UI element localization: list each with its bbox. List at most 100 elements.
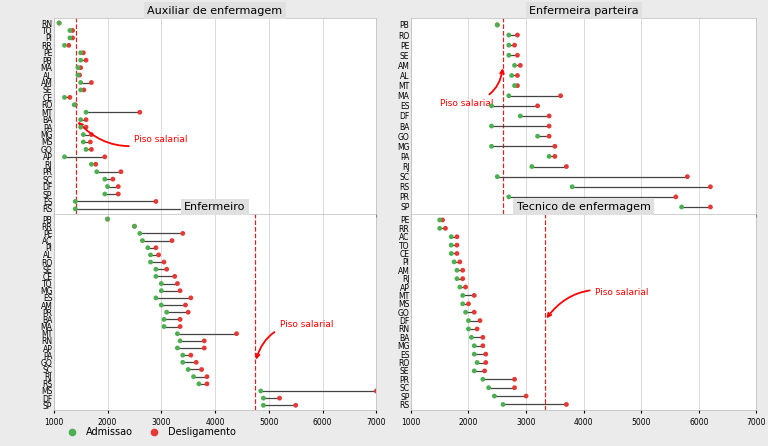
Point — [101, 215, 114, 223]
Point — [128, 223, 141, 230]
Point — [502, 32, 515, 39]
Point — [144, 252, 157, 259]
Point — [445, 250, 457, 257]
Point — [257, 395, 270, 402]
Point — [370, 388, 382, 395]
Point — [195, 366, 207, 373]
Point — [468, 342, 481, 349]
Point — [514, 62, 526, 69]
Point — [474, 317, 486, 324]
Point — [525, 163, 538, 170]
Text: Piso salarial: Piso salarial — [79, 123, 188, 146]
Point — [85, 161, 98, 168]
Point — [454, 284, 466, 291]
Text: Piso salarial: Piso salarial — [439, 70, 504, 108]
Point — [433, 225, 445, 232]
Point — [471, 359, 483, 366]
Point — [531, 102, 544, 109]
Point — [177, 351, 189, 359]
Point — [150, 273, 162, 280]
Point — [90, 161, 102, 168]
Point — [157, 316, 170, 323]
Title: Enfermeira parteira: Enfermeira parteira — [529, 6, 638, 16]
Point — [171, 330, 184, 337]
Point — [543, 132, 555, 140]
Point — [675, 203, 687, 211]
Point — [69, 101, 81, 108]
Point — [80, 116, 92, 123]
Point — [64, 94, 76, 101]
Point — [74, 124, 87, 131]
Point — [468, 368, 481, 375]
Point — [445, 242, 457, 249]
Point — [492, 21, 504, 29]
Point — [485, 143, 498, 150]
Point — [69, 205, 81, 212]
Point — [456, 275, 468, 282]
Point — [543, 153, 555, 160]
Point — [64, 34, 76, 41]
Point — [150, 198, 162, 205]
Point — [184, 294, 197, 301]
Point — [134, 109, 146, 116]
Point — [497, 401, 509, 408]
Point — [187, 373, 200, 380]
Point — [508, 82, 521, 89]
Point — [560, 401, 572, 408]
Point — [471, 326, 483, 333]
Point — [74, 71, 86, 78]
Point — [74, 49, 87, 56]
Point — [459, 309, 472, 316]
Point — [58, 153, 71, 161]
Point — [543, 112, 555, 120]
Point — [508, 41, 521, 49]
Point — [445, 233, 457, 240]
Point — [177, 359, 189, 366]
Point — [492, 173, 504, 180]
Point — [520, 392, 532, 400]
Point — [479, 351, 492, 358]
Point — [72, 71, 84, 78]
Title: Enfermeiro: Enfermeiro — [184, 202, 246, 212]
Point — [74, 57, 87, 64]
Point — [98, 190, 111, 198]
Point — [511, 72, 524, 79]
Point — [166, 237, 178, 244]
Point — [502, 92, 515, 99]
Point — [230, 330, 243, 337]
Point — [477, 334, 489, 341]
Point — [74, 87, 87, 94]
Point — [456, 267, 468, 274]
Point — [66, 34, 78, 41]
Point — [80, 146, 92, 153]
Point — [433, 216, 445, 223]
Point — [58, 42, 71, 49]
Point — [459, 284, 472, 291]
Point — [485, 123, 498, 130]
Point — [98, 153, 111, 161]
Point — [462, 300, 475, 307]
Point — [77, 138, 89, 145]
Point — [85, 79, 98, 86]
Point — [200, 373, 213, 380]
Point — [478, 368, 491, 375]
Point — [511, 52, 524, 59]
Point — [171, 280, 184, 287]
Point — [492, 21, 504, 29]
Point — [514, 112, 526, 120]
Point — [80, 57, 92, 64]
Point — [236, 205, 248, 212]
Point — [155, 280, 167, 287]
Legend: Admissao, Desligamento: Admissao, Desligamento — [58, 423, 240, 441]
Point — [508, 62, 521, 69]
Point — [448, 258, 460, 265]
Point — [174, 316, 186, 323]
Point — [91, 168, 103, 175]
Point — [482, 384, 495, 391]
Point — [161, 309, 173, 316]
Point — [161, 266, 173, 273]
Point — [257, 402, 270, 409]
Point — [137, 237, 149, 244]
Point — [543, 123, 555, 130]
Point — [63, 42, 75, 49]
